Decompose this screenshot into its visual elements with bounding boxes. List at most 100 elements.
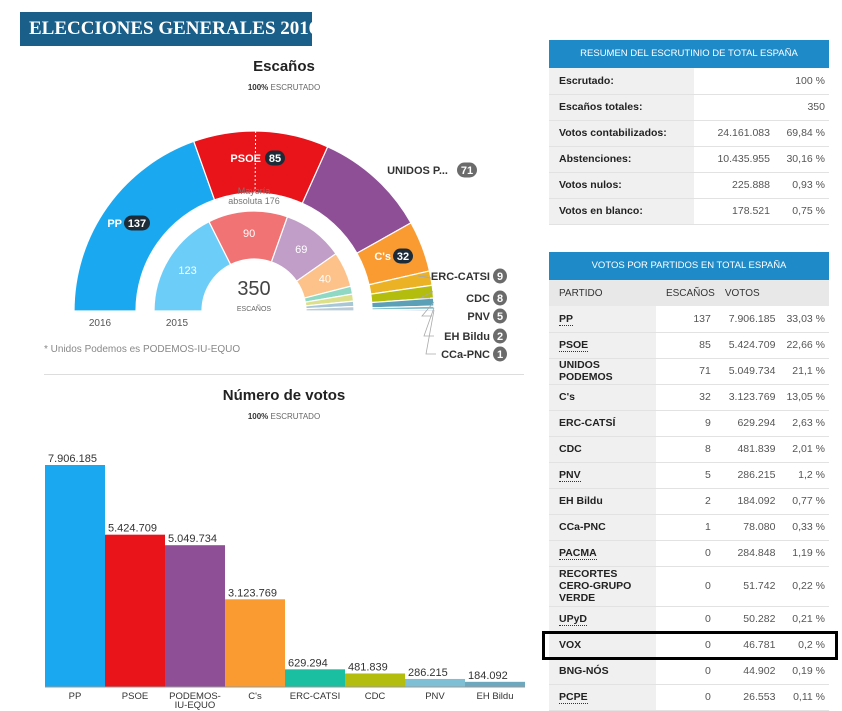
party-seats: 0 bbox=[655, 566, 715, 607]
section-divider bbox=[44, 374, 524, 375]
summary-percent: 30,16 % bbox=[774, 146, 829, 173]
votes-subtitle: 100% ESCRUTADO bbox=[247, 412, 321, 421]
summary-label: Escaños totales: bbox=[549, 94, 694, 121]
seat-badge-bg-unidos bbox=[457, 162, 477, 178]
seat-badge-pp: 137 bbox=[128, 218, 146, 230]
summary-percent: 69,84 % bbox=[774, 120, 829, 147]
footnote: * Unidos Podemos es PODEMOS-IU-EQUO bbox=[44, 344, 241, 355]
seat-badge-bg-psoe bbox=[265, 150, 285, 166]
party-seats: 0 bbox=[655, 606, 715, 633]
summary-percent: 0,93 % bbox=[774, 172, 829, 199]
summary-label: Votos contabilizados: bbox=[549, 120, 694, 147]
seat-badge-psoe: 85 bbox=[269, 153, 281, 165]
seat-arc-2016-8 bbox=[371, 308, 435, 312]
bar-0 bbox=[45, 465, 105, 687]
party-percent: 1,2 % bbox=[779, 462, 829, 489]
year-2015-label: 2015 bbox=[166, 318, 189, 329]
parties-table: PARTIDO ESCAÑOS VOTOS PP 137 7.906.185 33,03 %… bbox=[549, 280, 829, 711]
bar-value-label-4: 629.294 bbox=[288, 657, 328, 669]
bar-value-label-2: 5.049.734 bbox=[168, 533, 217, 545]
bar-value-label-7: 184.092 bbox=[468, 670, 508, 682]
summary-count: 178.521 bbox=[694, 198, 774, 225]
party-name[interactable]: PCPE bbox=[549, 684, 656, 711]
party-name: CDC bbox=[549, 436, 656, 463]
summary-row: Votos contabilizados: 24.161.083 69,84 % bbox=[549, 120, 829, 147]
party-name[interactable]: PNV bbox=[549, 462, 656, 489]
column-header: ESCAÑOS bbox=[655, 280, 715, 306]
column-header: PARTIDO bbox=[549, 280, 656, 306]
column-header: VOTOS bbox=[714, 280, 780, 306]
summary-label: Escrutado: bbox=[549, 68, 694, 95]
party-name[interactable]: PACMA bbox=[549, 540, 656, 567]
summary-value: 350 bbox=[694, 94, 829, 121]
party-seats: 0 bbox=[655, 540, 715, 567]
bar-category-label-2-1: IU-EQUO bbox=[175, 700, 216, 710]
party-seats: 9 bbox=[655, 410, 715, 437]
bar-value-label-6: 286.215 bbox=[408, 667, 448, 679]
party-percent: 33,03 % bbox=[779, 306, 829, 333]
bar-category-label-3-0: C's bbox=[248, 691, 262, 702]
bar-category-label-6-0: PNV bbox=[425, 691, 445, 702]
party-name[interactable]: UPyD bbox=[549, 606, 656, 633]
party-percent: 1,19 % bbox=[779, 540, 829, 567]
party-label-pp: PP bbox=[107, 218, 122, 230]
votes-bar-chart: 7.906.185 PP 5.424.709 PSOE 5.049.734 PODEMOS… bbox=[45, 453, 525, 710]
bar-2 bbox=[165, 545, 225, 687]
party-row: ERC-CATSÍ 9 629.294 2,63 % bbox=[549, 410, 829, 437]
party-percent: 2,01 % bbox=[779, 436, 829, 463]
parties-header-row: PARTIDO ESCAÑOS VOTOS bbox=[549, 280, 829, 306]
bar-6 bbox=[405, 678, 465, 687]
party-row: PACMA 0 284.848 1,19 % bbox=[549, 540, 829, 567]
summary-row: Votos nulos: 225.888 0,93 % bbox=[549, 172, 829, 199]
seats-total: 350 bbox=[237, 278, 270, 300]
seat-label-2015-3: 40 bbox=[319, 273, 331, 285]
party-name[interactable]: PP bbox=[549, 306, 656, 333]
leader-line-bildu bbox=[423, 307, 435, 337]
party-votes: 51.742 bbox=[714, 566, 780, 607]
party-seats: 137 bbox=[655, 306, 715, 333]
bar-7 bbox=[465, 681, 525, 687]
bar-4 bbox=[285, 669, 345, 687]
bar-value-label-0: 7.906.185 bbox=[48, 453, 97, 465]
party-seats: 0 bbox=[655, 632, 715, 659]
seat-badge-bg-pp bbox=[124, 215, 150, 231]
party-name: CCa-PNC bbox=[549, 514, 656, 541]
seat-label-2015-0: 123 bbox=[178, 265, 196, 277]
seats-title: Escaños bbox=[253, 58, 315, 75]
party-label-cs: C's bbox=[374, 251, 391, 263]
party-name: EH Bildu bbox=[549, 488, 656, 515]
party-seats: 0 bbox=[655, 684, 715, 711]
party-label-cca: CCa-PNC bbox=[441, 349, 490, 361]
bar-value-label-5: 481.839 bbox=[348, 661, 388, 673]
summary-row: Votos en blanco: 178.521 0,75 % bbox=[549, 198, 829, 225]
seat-badge-bg-cdc bbox=[493, 290, 507, 306]
party-votes: 44.902 bbox=[714, 658, 780, 685]
seat-badge-erc: 9 bbox=[497, 271, 503, 283]
party-row: BNG-NÓS 0 44.902 0,19 % bbox=[549, 658, 829, 685]
party-row: EH Bildu 2 184.092 0,77 % bbox=[549, 488, 829, 515]
summary-label: Votos en blanco: bbox=[549, 198, 694, 225]
leader-line-cca bbox=[425, 310, 436, 355]
party-percent: 0,11 % bbox=[779, 684, 829, 711]
party-votes: 629.294 bbox=[714, 410, 780, 437]
party-seats: 5 bbox=[655, 462, 715, 489]
leader-line-cdc bbox=[419, 291, 434, 299]
party-votes: 284.848 bbox=[714, 540, 780, 567]
seat-badge-bg-cca bbox=[493, 346, 507, 362]
party-votes: 26.553 bbox=[714, 684, 780, 711]
summary-row: Abstenciones: 10.435.955 30,16 % bbox=[549, 146, 829, 173]
seat-badge-pnv: 5 bbox=[497, 311, 503, 323]
party-percent: 21,1 % bbox=[779, 358, 829, 385]
party-name: ERC-CATSÍ bbox=[549, 410, 656, 437]
bar-category-label-2-0: PODEMOS- bbox=[169, 691, 221, 702]
seat-badge-bg-erc bbox=[493, 268, 507, 284]
votes-title: Número de votos bbox=[222, 387, 346, 404]
column-header bbox=[779, 280, 829, 306]
summary-header: RESUMEN DEL ESCRUTINIO DE TOTAL ESPAÑA bbox=[549, 40, 829, 68]
party-row: UPyD 0 50.282 0,21 % bbox=[549, 606, 829, 633]
party-name[interactable]: PSOE bbox=[549, 332, 656, 359]
party-row: CDC 8 481.839 2,01 % bbox=[549, 436, 829, 463]
bar-category-label-7-0: EH Bildu bbox=[477, 691, 514, 702]
bar-5 bbox=[345, 673, 405, 687]
party-percent: 0,33 % bbox=[779, 514, 829, 541]
